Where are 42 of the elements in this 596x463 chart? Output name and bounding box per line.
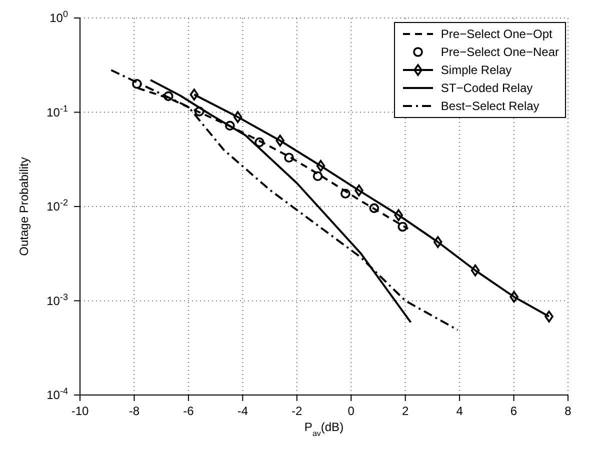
point <box>190 88 199 100</box>
point <box>369 203 380 214</box>
x-tick-label: 6 <box>510 404 518 418</box>
x-tick-label: -8 <box>128 404 140 418</box>
x-tick-label: 2 <box>402 404 409 418</box>
x-tick-label: -4 <box>237 404 248 418</box>
x-tick-label: 8 <box>564 404 572 418</box>
point <box>398 222 408 232</box>
y-tick-label: 10$^{-4}$ <box>46 386 68 402</box>
x-tick-label: 4 <box>456 404 464 418</box>
point <box>132 78 142 89</box>
y-axis-title: Outage Probability <box>17 157 31 256</box>
point <box>354 184 364 196</box>
y-tick-label: 10$^{-2}$ <box>46 198 68 214</box>
point <box>433 236 442 248</box>
legend-label: Pre−Select One−Near <box>440 45 559 59</box>
point <box>316 160 326 172</box>
x-tick-label: -2 <box>292 404 303 418</box>
point <box>254 137 264 148</box>
x-tick-label: -10 <box>71 404 89 418</box>
point <box>312 171 323 182</box>
x-axis-title: P$_{av}$(dB) <box>304 420 344 438</box>
point <box>340 188 350 199</box>
legend-label: Simple Relay <box>440 63 512 77</box>
y-tick-label: 10$^{-3}$ <box>46 292 68 308</box>
x-tick-label: -6 <box>183 404 194 418</box>
point <box>194 106 204 116</box>
point <box>284 152 294 163</box>
point <box>510 290 518 303</box>
y-tick-label: 10$^{-1}$ <box>46 103 68 120</box>
legend-label: ST−Coded Relay <box>440 81 533 95</box>
point <box>544 310 554 322</box>
point <box>394 209 403 222</box>
y-tick-label: 10$^{0}$ <box>50 9 68 25</box>
x-tick-label: 0 <box>348 404 355 418</box>
point <box>233 111 242 123</box>
legend-label: Pre−Select One−Opt <box>440 27 552 41</box>
legend-label: Best−Select Relay <box>440 99 540 113</box>
point <box>276 134 284 147</box>
point <box>163 91 174 102</box>
point <box>470 264 480 276</box>
point <box>225 120 235 131</box>
